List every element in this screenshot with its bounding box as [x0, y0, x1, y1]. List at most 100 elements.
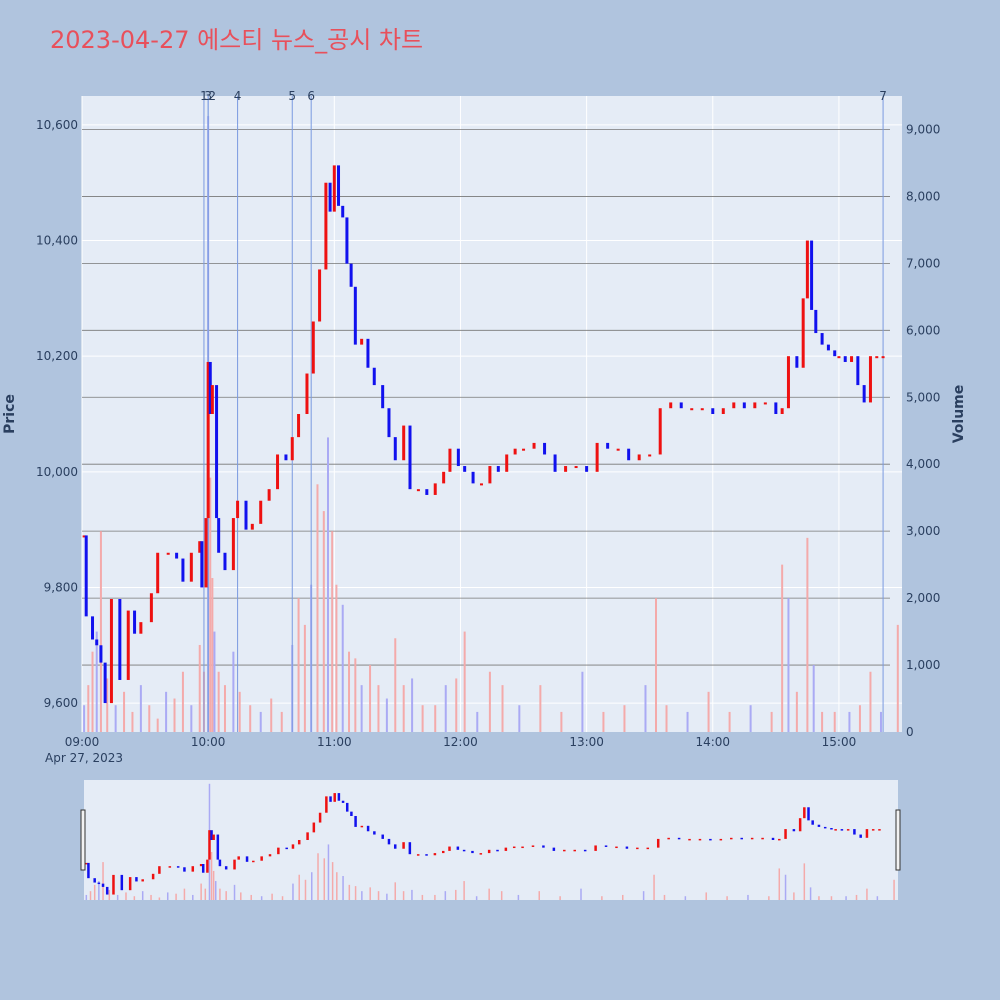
price-tick-label: 10,400 — [36, 234, 78, 248]
volume-bar — [106, 678, 109, 732]
volume-bar — [369, 665, 372, 732]
slider-candle — [803, 807, 806, 819]
slider-volume-bar — [327, 844, 330, 900]
slider-volume-bar — [444, 891, 447, 900]
range-slider[interactable] — [80, 780, 901, 900]
slider-candle — [318, 812, 322, 823]
slider-candle — [101, 883, 105, 887]
slider-candle — [811, 820, 814, 825]
price-candle — [616, 448, 620, 451]
price-tick-label: 10,200 — [36, 349, 78, 363]
time-tick-label: 15:00 — [822, 735, 857, 749]
volume-bar — [348, 651, 351, 732]
price-candle — [669, 402, 673, 409]
slider-candle — [191, 866, 195, 872]
volume-tick-label: 5,000 — [906, 390, 940, 404]
volume-bar — [833, 711, 836, 732]
slider-volume-bar — [663, 894, 666, 900]
slider-volume-bar — [158, 897, 161, 900]
range-slider-right-handle[interactable] — [895, 809, 901, 871]
time-tick-label: 13:00 — [569, 735, 604, 749]
time-tick-label: 14:00 — [695, 735, 730, 749]
slider-candle — [329, 796, 332, 802]
slider-candle — [381, 834, 384, 839]
slider-candle — [306, 832, 309, 840]
price-candle — [463, 466, 467, 472]
volume-bar — [91, 651, 94, 732]
price-candle — [244, 500, 248, 530]
price-candle — [442, 471, 446, 484]
slider-candle — [462, 849, 466, 852]
price-candle — [231, 518, 235, 571]
price-candle — [200, 541, 204, 588]
price-candle — [324, 182, 328, 270]
slider-volume-bar — [809, 887, 812, 900]
slider-candle — [656, 838, 660, 848]
volume-bar — [83, 705, 86, 732]
slider-candle — [563, 849, 566, 852]
volume-bar — [173, 698, 176, 732]
slider-candle — [479, 853, 483, 855]
volume-bar — [488, 671, 491, 732]
price-candle — [753, 402, 757, 409]
slider-volume-bar — [271, 893, 273, 900]
price-candle — [456, 448, 460, 467]
volume-bar — [297, 598, 300, 732]
slider-candle — [750, 837, 754, 840]
volume-bar — [331, 531, 334, 732]
price-candle — [208, 361, 212, 414]
volume-bar — [821, 711, 824, 732]
volume-bar — [402, 685, 405, 732]
slider-volume-bar — [463, 881, 465, 900]
slider-candle — [237, 856, 240, 860]
price-candle — [496, 466, 500, 472]
slider-volume-bar — [653, 874, 655, 900]
slider-volume-bar — [855, 894, 858, 900]
slider-candle — [636, 847, 639, 850]
volume-bar — [238, 691, 241, 732]
slider-candle — [97, 882, 101, 885]
price-candle — [690, 408, 694, 411]
price-candle — [276, 454, 280, 490]
volume-bar — [123, 691, 126, 732]
slider-volume-bar — [778, 868, 781, 900]
volume-bar — [209, 477, 212, 732]
volume-bar — [322, 511, 325, 732]
slider-volume-bar — [166, 892, 169, 900]
slider-candle — [778, 838, 781, 841]
slider-candle — [206, 859, 209, 873]
volume-tick-label: 0 — [906, 725, 914, 739]
slider-volume-bar — [517, 894, 520, 900]
slider-volume-bar — [538, 891, 541, 900]
slider-volume-bar — [705, 892, 707, 900]
volume-tick-label: 4,000 — [906, 457, 940, 471]
price-candle — [868, 356, 872, 403]
slider-candle — [677, 837, 681, 840]
slider-volume-bar — [793, 892, 795, 900]
range-slider-left-handle[interactable] — [80, 809, 86, 871]
price-candle — [801, 298, 805, 368]
price-candle — [805, 240, 809, 299]
slider-candle — [719, 838, 723, 841]
price-candle — [372, 367, 376, 386]
slider-volume-bar — [818, 896, 820, 900]
price-candle — [774, 402, 778, 414]
slider-candle — [496, 849, 499, 852]
price-axis-title: Price — [2, 394, 18, 434]
slider-volume-bar — [292, 883, 294, 900]
slider-volume-bar — [642, 891, 645, 900]
slider-volume-bar — [369, 887, 371, 900]
volume-axis: 0 1,000 2,000 3,000 4,000 5,000 6,000 7,000 8,00… — [906, 122, 940, 739]
price-candle — [95, 639, 99, 646]
slider-candle — [354, 816, 357, 827]
slider-volume-bar — [175, 893, 177, 900]
slider-candle — [373, 831, 376, 835]
price-candle — [387, 408, 391, 438]
slider-candle — [846, 829, 850, 831]
price-candle — [215, 385, 219, 519]
price-candle — [595, 442, 599, 472]
volume-bar — [749, 705, 752, 732]
slider-candle — [878, 829, 881, 831]
slider-candle — [151, 873, 155, 880]
volume-tick-label: 6,000 — [906, 323, 940, 337]
